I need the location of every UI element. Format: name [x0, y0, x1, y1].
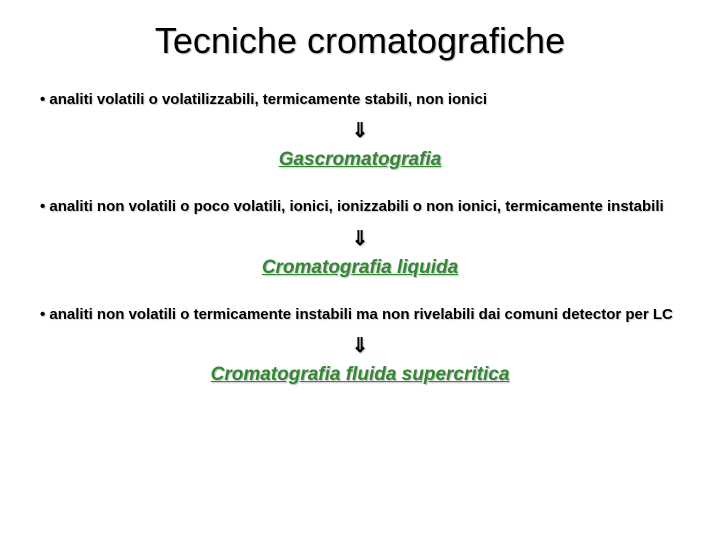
- arrow-3: ⇓: [40, 333, 680, 358]
- bullet-3: • analiti non volatili o termicamente in…: [40, 305, 680, 325]
- arrow-1: ⇓: [40, 118, 680, 143]
- heading-gascromatografia: Gascromatografia: [40, 149, 680, 171]
- heading-cromatografia-fluida: Cromatografia fluida supercritica: [40, 364, 680, 386]
- bullet-1: • analiti volatili o volatilizzabili, te…: [40, 90, 680, 110]
- slide-title: Tecniche cromatografiche: [40, 20, 680, 62]
- bullet-2: • analiti non volatili o poco volatili, …: [40, 197, 680, 217]
- arrow-2: ⇓: [40, 226, 680, 251]
- heading-cromatografia-liquida: Cromatografia liquida: [40, 257, 680, 279]
